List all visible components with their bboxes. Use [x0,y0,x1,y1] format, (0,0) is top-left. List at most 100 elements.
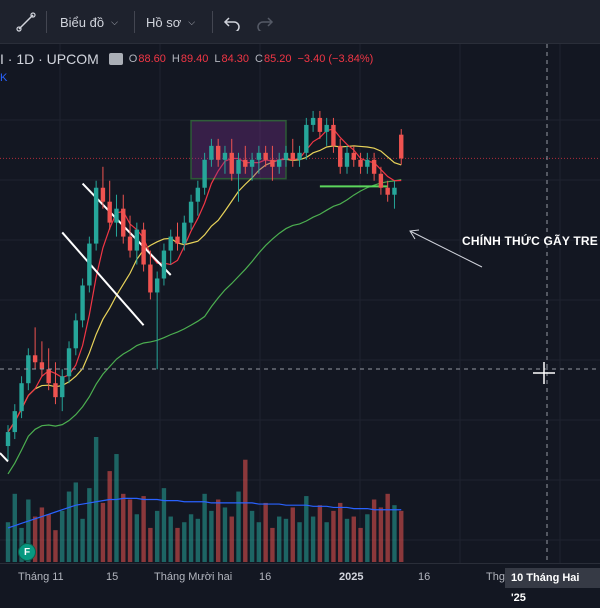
volume-bar [127,499,133,562]
channel-line-lower [61,231,145,326]
volume-bar [371,499,377,562]
volume-bar [39,507,45,562]
candle-body [39,362,45,370]
candle-body [215,145,221,160]
toolbar-separator [134,11,135,33]
volume-bar [297,522,302,562]
volume-bar [5,522,11,562]
symbol-label[interactable]: I · 1D · UPCOM [0,51,99,67]
volume-bar [351,516,356,562]
candle-body [80,285,85,321]
chart-menu-button[interactable]: Biểu đồ ⌵ [60,10,118,34]
volume-bar [304,496,309,562]
candle-body [188,201,194,223]
volume-bar [114,454,119,562]
candle-body [195,187,201,202]
candle-body [141,229,146,265]
volume-bar [161,488,167,562]
candle-body [121,208,126,237]
candle-body [154,278,160,293]
candle-body [100,187,106,202]
candle-body [277,159,282,167]
candle-body [378,173,384,188]
redo-button[interactable] [256,10,274,34]
volume-bar [87,488,92,562]
x-tick-label: Tháng 11 [18,571,64,583]
candle-body [358,159,363,167]
candle-body [249,159,255,167]
redo-icon [257,17,274,31]
volume-bar [338,502,343,562]
candle-body [317,117,323,132]
candle-body [60,376,65,398]
volume-bar [263,502,268,562]
line-tool-button[interactable] [16,10,36,34]
volume-bar [93,437,99,562]
volume-bar [209,510,214,562]
volume-bar [358,527,363,562]
volume-bar [310,516,316,562]
annotation-arrow-head [409,229,420,240]
low-label: L [214,53,221,65]
volume-bar [222,507,228,562]
volume-bar [215,499,221,562]
volume-bar [53,530,58,562]
annotation-arrow-line [409,230,483,268]
undo-icon [223,17,240,31]
x-tick-label: Thg [486,571,505,583]
volume-bar [283,518,289,562]
candle-body [222,152,228,160]
profile-menu-button[interactable]: Hồ sơ ⌵ [146,10,195,34]
volume-bar [365,514,370,562]
candle-body [73,320,78,349]
candle-body [365,159,370,167]
volume-bar [256,522,262,562]
candle-body [19,383,24,412]
open-label: O [128,53,138,65]
x-tick-label: Tháng Mười hai [154,571,233,583]
candle-body [148,264,153,293]
candle-body [324,124,329,132]
volume-bar [26,499,31,562]
candle-body [46,369,51,384]
candle-body [270,159,275,167]
candle-body [5,432,11,447]
candle-body [134,229,140,251]
volume-bar [399,510,404,562]
candle-body [127,236,133,251]
fundamentals-badge[interactable]: F [18,543,36,561]
volume-bar [277,516,282,562]
candle-body [202,159,207,188]
candle-body [243,159,248,167]
time-axis[interactable]: Tháng 11 15 Tháng Mười hai 16 2025 16 Th… [0,563,600,604]
annotation-text[interactable]: CHÍNH THỨC GÃY TRE [462,234,599,248]
volume-bar [148,527,153,562]
volume-bar [175,527,180,562]
profile-menu-label: Hồ sơ [146,14,182,30]
volume-bar [32,516,38,562]
volume-bar [324,522,329,562]
volume-bar [236,491,241,562]
visibility-eye-icon[interactable] [108,53,123,65]
open-value: 88.60 [138,53,166,65]
volume-bar [270,527,275,562]
volume-bar [100,502,106,562]
undo-button[interactable] [223,10,241,34]
volume-bar [66,491,72,562]
toolbar-separator [46,11,47,33]
candle-body [12,411,17,433]
volume-bar [121,493,126,562]
volume-bar [141,496,146,562]
crosshair-date-label: 10 Tháng Hai '25 [505,568,600,604]
candle-body [392,187,397,195]
volume-bar [182,522,187,562]
volume-bar [243,459,248,562]
ohlc-legend: I · 1D · UPCOM O 88.60 H 89.40 L 84.30 C 85.… [0,50,373,68]
candle-body [161,250,167,279]
candle-body [209,145,214,160]
candle-body [290,152,295,160]
indicator-label[interactable]: K [0,72,8,84]
volume-bar [195,518,201,562]
candle-body [399,134,404,159]
